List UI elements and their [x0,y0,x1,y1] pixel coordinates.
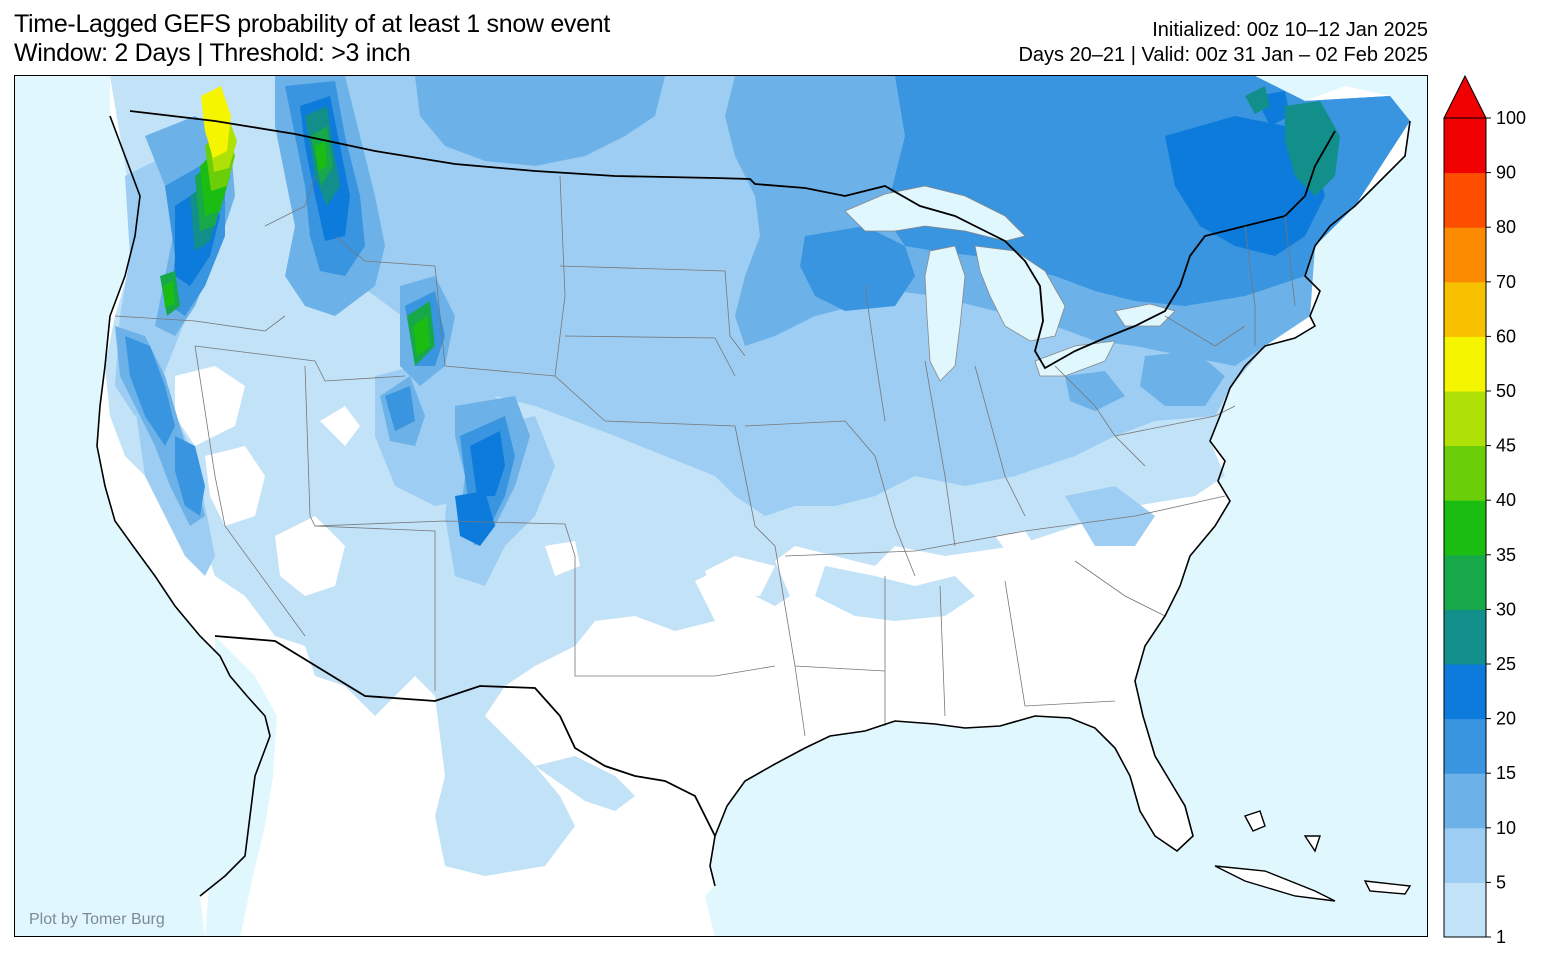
title-line-2: Window: 2 Days | Threshold: >3 inch [14,39,411,67]
credit-text: Plot by Tomer Burg [29,911,165,928]
init-time-text: Initialized: 00z 10–12 Jan 2025 [1152,19,1428,41]
colorbar-tick-label: 35 [1496,545,1516,565]
colorbar-swatch [1444,336,1486,392]
coastline-gulf [709,120,1411,887]
colorbar-tick-label: 60 [1496,326,1516,346]
colorbar-tick-label: 100 [1496,108,1526,128]
colorbar-swatches [1443,74,1487,938]
colorbar-tick-label: 1 [1496,927,1506,944]
colorbar-tick-label: 50 [1496,381,1516,401]
lake-michigan [924,245,966,382]
title-line-1: Time-Lagged GEFS probability of at least… [14,10,610,38]
colorbar-tick-label: 5 [1496,872,1506,892]
colorbar-swatch [1444,609,1486,665]
colorbar-swatch [1444,773,1486,829]
colorbar-swatch [1444,664,1486,720]
colorbar-tick-label: 10 [1496,818,1516,838]
map-frame[interactable]: Plot by Tomer Burg [14,75,1428,937]
colorbar-swatch [1444,554,1486,610]
colorbar-swatch [1444,882,1486,938]
colorbar-swatch [1444,391,1486,447]
lake-ontario [1114,303,1176,327]
caribbean-islands [1214,810,1412,902]
colorbar-swatch [1444,227,1486,283]
probability-map[interactable]: Plot by Tomer Burg [15,76,1428,937]
colorbar-tick-label: 15 [1496,763,1516,783]
colorbar-swatch [1444,172,1486,228]
gulf-of-mexico [710,716,1215,936]
colorbar-swatch [1444,118,1486,174]
no-prob-areas [175,366,1035,596]
init-valid-block: Initialized: 00z 10–12 Jan 2025 Days 20–… [1018,18,1428,68]
colorbar-tick-label: 40 [1496,490,1516,510]
lake-superior [844,185,1026,242]
lake-erie [1034,340,1116,377]
colorbar-tick-label: 80 [1496,217,1516,237]
colorbar-tick-label: 70 [1496,272,1516,292]
colorbar-tick-label: 30 [1496,599,1516,619]
colorbar-tick-label: 45 [1496,436,1516,456]
colorbar-tick-label: 90 [1496,163,1516,183]
colorbar-swatch [1444,445,1486,501]
colorbar-swatch [1444,827,1486,883]
valid-time-text: Days 20–21 | Valid: 00z 31 Jan – 02 Feb … [1018,44,1428,66]
gulf-of-california [205,636,277,936]
colorbar-extend-arrow [1443,74,1487,119]
state-borders [114,175,1296,737]
coastline [96,115,271,897]
colorbar-swatch [1444,500,1486,556]
colorbar-swatch [1444,718,1486,774]
colorbar-swatch [1444,281,1486,337]
pacific-mexico [15,516,230,936]
colorbar-tick-label: 20 [1496,709,1516,729]
country-borders [129,110,1336,837]
title-block: Time-Lagged GEFS probability of at least… [14,10,610,68]
colorbar-frame [1443,117,1487,938]
colorbar-tick-label: 25 [1496,654,1516,674]
